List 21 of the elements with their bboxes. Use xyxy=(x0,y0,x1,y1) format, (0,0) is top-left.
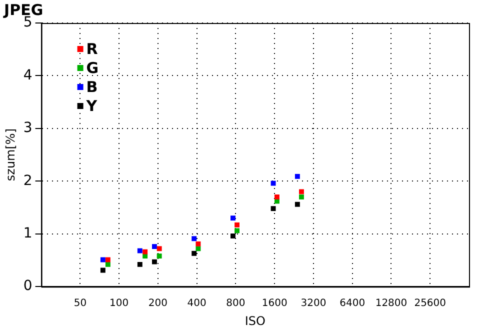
x-tick-label: 400 xyxy=(187,298,206,310)
x-axis-title: ISO xyxy=(244,314,266,328)
legend-label: R xyxy=(86,40,98,58)
x-tick-label: 800 xyxy=(226,298,246,310)
y-tick-label: 2 xyxy=(23,172,32,189)
x-tick-label: 3200 xyxy=(300,298,326,310)
y-tick-label: 4 xyxy=(23,67,32,84)
legend-label: G xyxy=(86,58,99,77)
x-tick-label: 50 xyxy=(74,298,87,310)
y-tick-label: 1 xyxy=(23,226,32,242)
x-tick-label: 100 xyxy=(110,298,129,310)
x-tick-label: 200 xyxy=(148,298,168,310)
y-tick-label: 3 xyxy=(23,120,32,136)
x-tick-label: 6400 xyxy=(340,298,366,310)
legend-label: Y xyxy=(85,96,98,115)
legend-label: B xyxy=(86,78,98,96)
y-tick-label: 0 xyxy=(23,278,32,294)
y-axis-title: szum[%] xyxy=(3,128,18,182)
x-tick-label: 1600 xyxy=(262,298,288,310)
x-tick-label: 25600 xyxy=(414,298,446,310)
x-tick-label: 12800 xyxy=(375,298,408,310)
